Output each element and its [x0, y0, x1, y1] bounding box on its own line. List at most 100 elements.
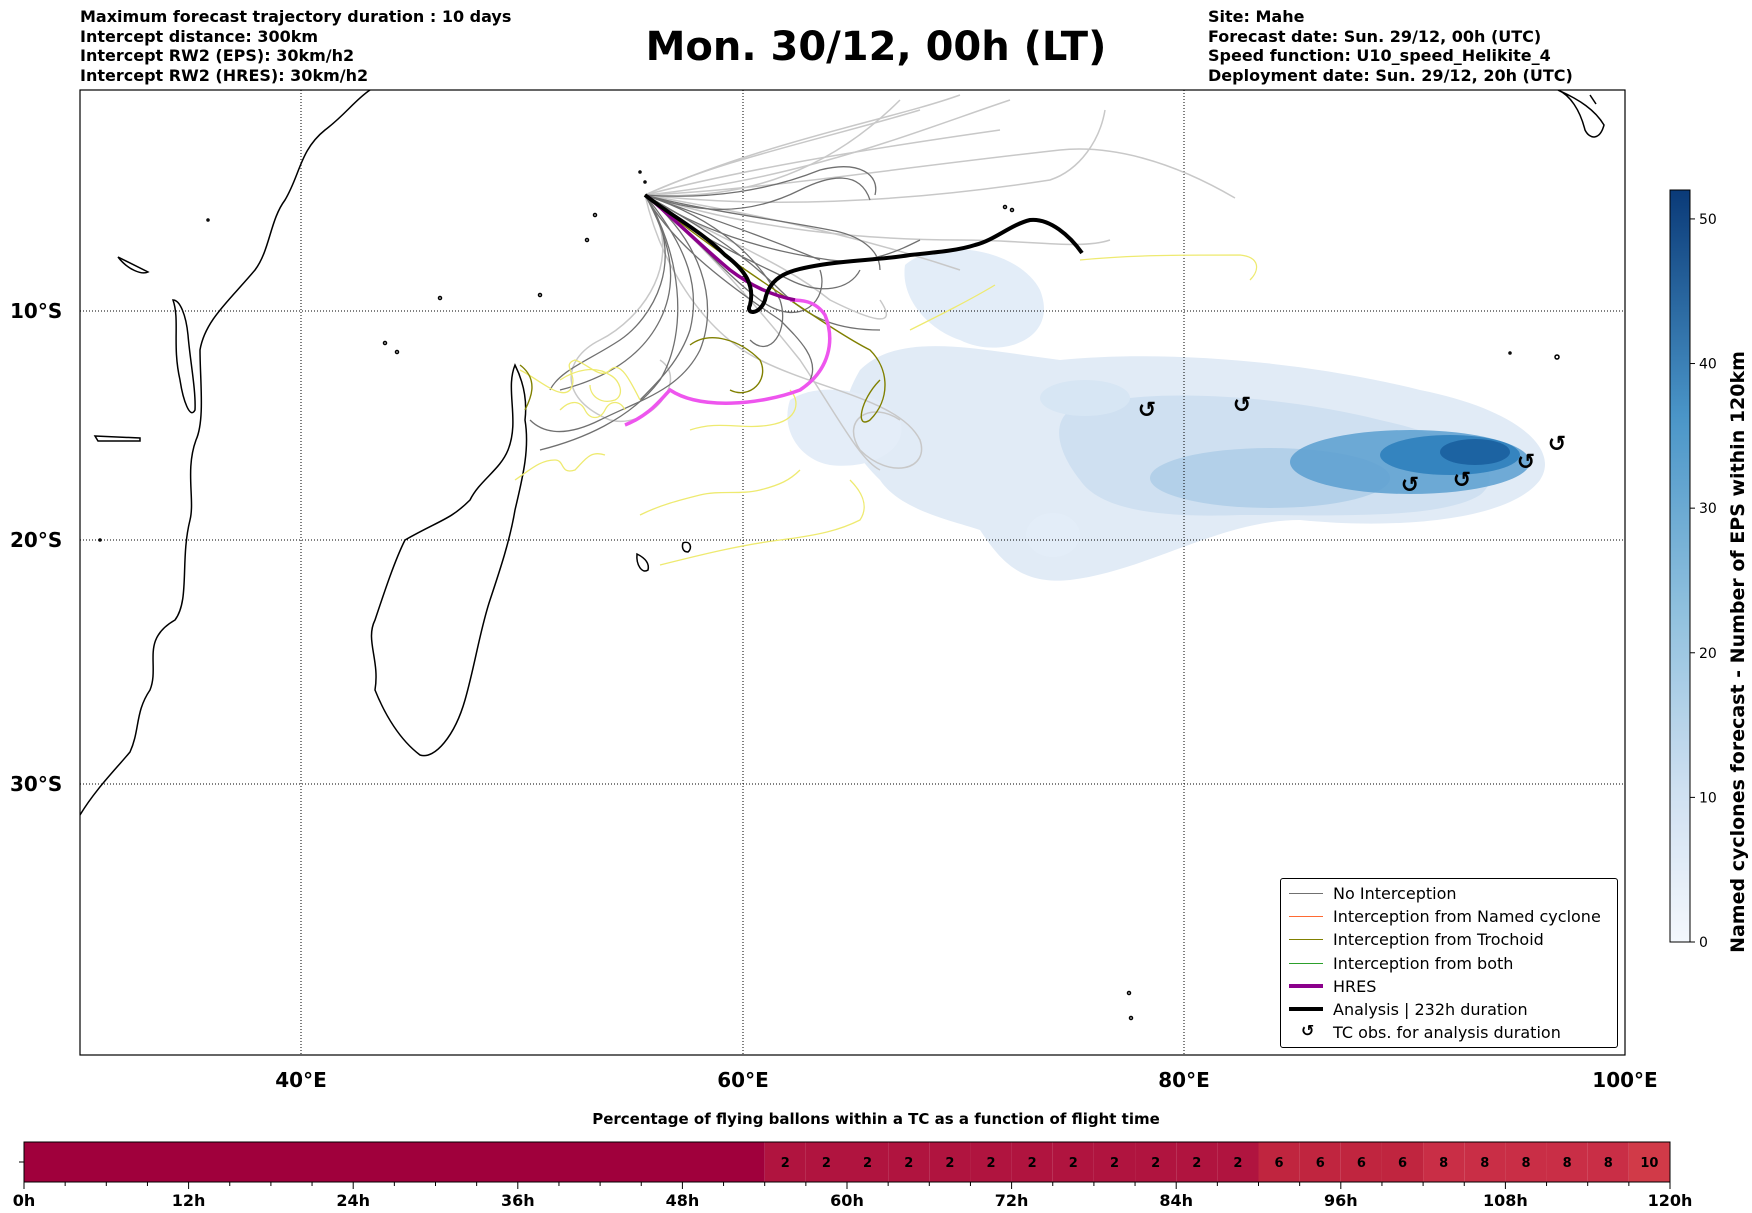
timeline-tick-label: 60h [830, 1191, 864, 1210]
timeline-cell [1628, 1142, 1670, 1182]
header-left-line: Intercept distance: 300km [80, 26, 319, 46]
timeline-cell [24, 1142, 765, 1182]
timeline-cell [1176, 1142, 1218, 1182]
timeline-cell [1011, 1142, 1053, 1182]
timeline-cell-label: 2 [863, 1156, 872, 1171]
timeline-cell-label: 6 [1398, 1156, 1407, 1171]
analysis-trajectory [643, 193, 1084, 314]
legend-item: Interception from Named cyclone [1281, 906, 1617, 929]
island [93, 435, 141, 442]
timeline-cell-label: 8 [1521, 1156, 1530, 1171]
island [171, 299, 196, 414]
cyclone-icon: ↺ [1233, 393, 1251, 418]
timeline-cell [1464, 1142, 1506, 1182]
legend-label: Interception from Named cyclone [1333, 907, 1601, 927]
island [117, 256, 150, 274]
legend-label: HRES [1333, 976, 1377, 996]
lat-label: 30°S [10, 772, 63, 796]
timeline-cell-label: 2 [1151, 1156, 1160, 1171]
lon-label: 100°E [1592, 1068, 1658, 1092]
timeline-cell-label: 2 [1192, 1156, 1201, 1171]
colorbar-tick-label: 40 [1699, 357, 1717, 373]
timeline-cell-label: 10 [1640, 1156, 1658, 1171]
cyclone-icon: ↺ [1548, 432, 1566, 457]
island [681, 541, 692, 553]
timeline-tick-label: 108h [1482, 1191, 1528, 1210]
legend-label: Analysis | 232h duration [1333, 999, 1528, 1019]
timeline-cell [1258, 1142, 1300, 1182]
timeline-tick-label: 84h [1159, 1191, 1194, 1210]
timeline-title: Percentage of flying ballons within a TC… [592, 1110, 1160, 1128]
header-left-line: Maximum forecast trajectory duration : 1… [80, 7, 512, 26]
timeline-cell-label: 6 [1275, 1156, 1284, 1171]
timeline-cell-label: 2 [1069, 1156, 1078, 1171]
timeline-cell-label: 2 [987, 1156, 996, 1171]
island [636, 552, 650, 572]
line-green-icon [1289, 962, 1323, 964]
header-left: Maximum forecast trajectory duration : 1… [80, 7, 511, 85]
timeline-cell-label: 8 [1480, 1156, 1489, 1171]
timeline-cell [1505, 1142, 1547, 1182]
timeline-cell [1340, 1142, 1382, 1182]
lon-label: 60°E [717, 1068, 769, 1092]
colorbar: 0 10 20 30 40 50 [1669, 189, 1717, 951]
timeline-cell-label: 2 [822, 1156, 831, 1171]
lat-label: 10°S [10, 299, 63, 323]
timeline-cell [1587, 1142, 1629, 1182]
legend-item: Interception from both [1281, 953, 1617, 976]
legend-label: TC obs. for analysis duration [1333, 1023, 1561, 1043]
timeline-cell-label: 2 [1028, 1156, 1037, 1171]
timeline-tick-label: 96h [1323, 1191, 1358, 1210]
line-orange-icon [1289, 916, 1323, 918]
timeline-cell [1093, 1142, 1136, 1182]
colorbar-tick-label: 50 [1699, 212, 1717, 228]
colorbar-tick-label: 20 [1699, 646, 1717, 662]
timeline-cell-label: 8 [1563, 1156, 1572, 1171]
cyclone-icon: ↺ [1401, 473, 1419, 498]
line-purple-thick-icon [1289, 983, 1323, 988]
timeline-cell-label: 6 [1357, 1156, 1366, 1171]
header-right-line: Forecast date: Sun. 29/12, 00h (UTC) [1208, 26, 1542, 46]
legend: No Interception Interception from Named … [1280, 878, 1618, 1048]
cyclone-icon: ↺ [1138, 398, 1156, 423]
timeline-tick-label: 36h [500, 1191, 535, 1210]
cyclone-icon: ↺ [1517, 450, 1535, 475]
timeline-tick-label: 120h [1647, 1191, 1693, 1210]
timeline-bar: 2 2 2 2 2 2 2 2 2 2 2 2 6 6 6 6 8 8 8 8 8 10 [19, 1141, 1671, 1189]
header-right: Site: Mahe Forecast date: Sun. 29/12, 00… [1208, 7, 1573, 85]
line-olive-icon [1289, 939, 1323, 941]
page-title: Mon. 30/12, 00h (LT) [645, 24, 1107, 70]
lat-label: 20°S [10, 528, 63, 552]
legend-item: ↺ TC obs. for analysis duration [1301, 1021, 1561, 1043]
timeline-cell [1299, 1142, 1341, 1182]
island [1557, 90, 1605, 138]
legend-label: Interception from both [1333, 953, 1514, 973]
header-left-line: Intercept RW2 (HRES): 30km/h2 [80, 65, 369, 85]
line-grey-icon [1289, 893, 1323, 894]
coastlines [80, 90, 1605, 1021]
timeline-cell [888, 1142, 930, 1182]
legend-item: Analysis | 232h duration [1281, 999, 1617, 1022]
cyclone-icon: ↺ [1453, 468, 1471, 493]
timeline-cell-label: 6 [1316, 1156, 1325, 1171]
line-black-thick-icon [1289, 1006, 1323, 1011]
map-frame [79, 89, 1626, 1056]
timeline-cell [1052, 1142, 1094, 1182]
hres-extension [624, 298, 832, 427]
timeline-cell-label: 2 [945, 1156, 954, 1171]
lon-label: 80°E [1158, 1068, 1210, 1092]
timeline-cell [847, 1142, 889, 1182]
timeline-cell [805, 1142, 847, 1182]
timeline-tick-label: 72h [994, 1191, 1029, 1210]
hres-trajectory [646, 195, 796, 302]
header-left-line: Intercept RW2 (EPS): 30km/h2 [80, 46, 355, 65]
timeline-cell [1546, 1142, 1588, 1182]
lon-label: 40°E [275, 1068, 327, 1092]
africa-coast [80, 90, 371, 816]
timeline-cell-label: 8 [1439, 1156, 1448, 1171]
madagascar-coast [370, 363, 528, 757]
legend-label: Interception from Trochoid [1333, 930, 1544, 950]
timeline-cell [970, 1142, 1012, 1182]
eps-trajectories-yellow [514, 254, 1258, 566]
